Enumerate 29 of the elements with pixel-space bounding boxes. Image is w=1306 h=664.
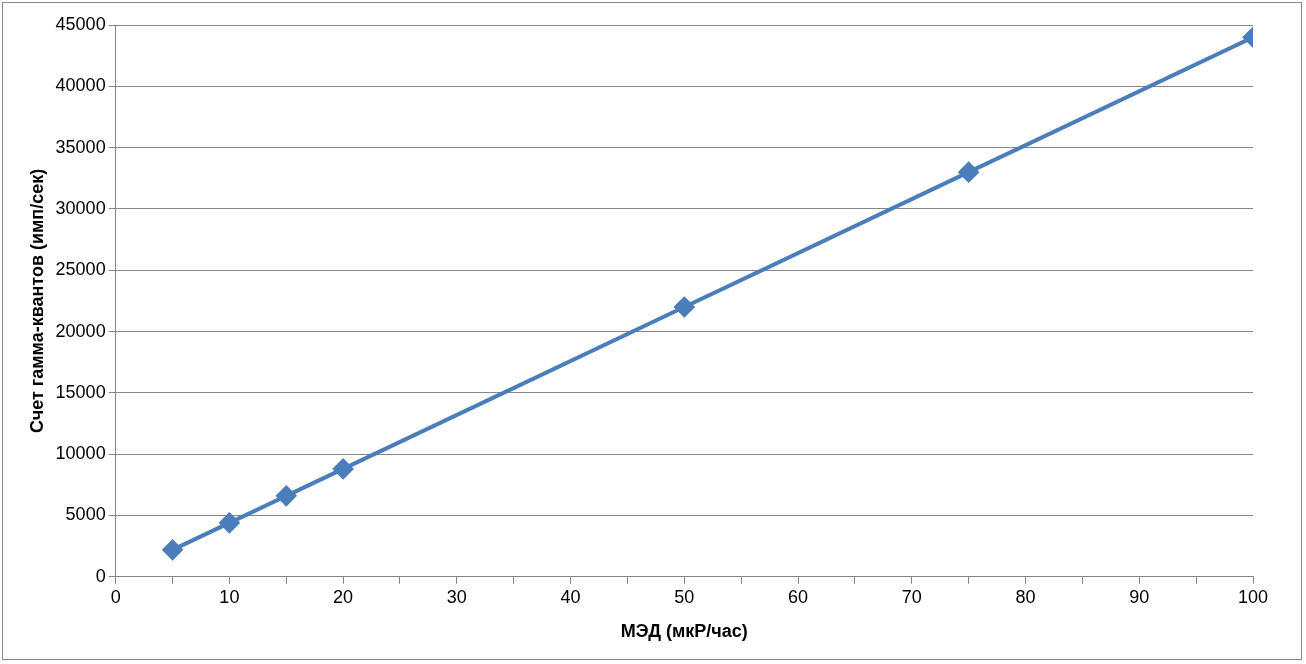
x-axis-title: МЭД (мкР/час) bbox=[620, 621, 748, 642]
point bbox=[162, 539, 183, 560]
point bbox=[958, 162, 979, 183]
point bbox=[674, 297, 695, 318]
y-tick-label: 20000 bbox=[55, 320, 106, 341]
point bbox=[333, 458, 354, 479]
y-tick-label: 35000 bbox=[55, 136, 106, 157]
y-tick-label: 10000 bbox=[55, 443, 106, 464]
y-tick-label: 5000 bbox=[65, 504, 106, 525]
y-tick-label: 25000 bbox=[55, 259, 106, 280]
x-tick-label: 70 bbox=[901, 586, 922, 607]
y-tick-label: 15000 bbox=[55, 381, 106, 402]
point bbox=[219, 512, 240, 533]
y-tick-label: 45000 bbox=[55, 13, 106, 34]
y-axis-title: Счет гамма-квантов (имп/сек) bbox=[26, 168, 47, 434]
x-tick-label: 10 bbox=[219, 586, 240, 607]
x-tick-label: 100 bbox=[1237, 586, 1269, 607]
x-tick-label: 30 bbox=[446, 586, 467, 607]
x-tick-label: 90 bbox=[1129, 586, 1150, 607]
x-tick-label: 40 bbox=[560, 586, 581, 607]
x-tick-label: 0 bbox=[110, 586, 121, 607]
x-tick-label: 60 bbox=[788, 586, 809, 607]
x-tick-label: 80 bbox=[1015, 586, 1036, 607]
point bbox=[276, 485, 297, 506]
y-tick-label: 0 bbox=[95, 565, 106, 586]
y-tick-label: 40000 bbox=[55, 75, 106, 96]
x-tick-label: 50 bbox=[674, 586, 695, 607]
x-tick-label: 20 bbox=[333, 586, 354, 607]
y-tick-label: 30000 bbox=[55, 197, 106, 218]
